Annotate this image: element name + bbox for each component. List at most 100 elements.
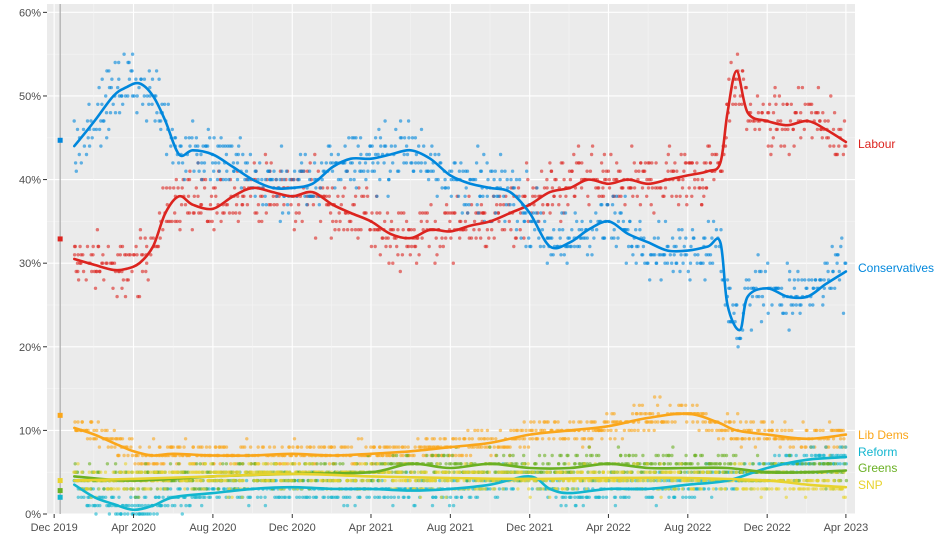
poll-point — [809, 445, 813, 449]
poll-point — [727, 77, 731, 81]
poll-point — [570, 487, 575, 491]
poll-point — [184, 169, 188, 173]
poll-point — [150, 77, 155, 81]
poll-point — [704, 186, 709, 190]
poll-point — [383, 495, 387, 499]
poll-point — [104, 94, 108, 98]
poll-point — [269, 203, 273, 207]
poll-point — [154, 470, 159, 474]
poll-point — [514, 236, 518, 240]
poll-point — [228, 487, 232, 491]
poll-point — [446, 186, 451, 190]
poll-point — [684, 236, 688, 240]
poll-point — [295, 445, 299, 449]
poll-point — [487, 236, 491, 240]
poll-point — [588, 244, 592, 249]
poll-point — [494, 211, 498, 215]
poll-point — [800, 462, 804, 466]
poll-point — [325, 186, 330, 190]
poll-point — [229, 462, 233, 466]
poll-point — [844, 144, 848, 148]
poll-point — [372, 169, 377, 173]
poll-point — [261, 203, 265, 207]
poll-point — [644, 478, 648, 483]
poll-point — [414, 261, 419, 265]
poll-point — [643, 161, 648, 165]
poll-point — [542, 244, 546, 249]
poll-point — [571, 420, 576, 424]
poll-point — [813, 278, 818, 282]
poll-point — [409, 228, 413, 232]
poll-point — [122, 453, 126, 458]
election-result-marker — [57, 236, 63, 242]
poll-point — [835, 445, 840, 449]
poll-point — [440, 236, 444, 240]
poll-point — [386, 236, 390, 240]
poll-point — [792, 144, 796, 148]
poll-point — [498, 152, 503, 157]
poll-point — [641, 253, 645, 257]
poll-point — [117, 453, 121, 458]
poll-point — [508, 445, 512, 449]
poll-point — [339, 177, 343, 182]
poll-point — [523, 194, 527, 198]
poll-point — [92, 428, 96, 433]
poll-point — [799, 111, 803, 115]
poll-point — [685, 203, 689, 207]
poll-point — [602, 428, 606, 433]
poll-point — [464, 186, 468, 190]
poll-point — [75, 261, 80, 265]
poll-point — [721, 437, 725, 441]
poll-point — [614, 470, 618, 474]
poll-point — [780, 303, 784, 307]
poll-point — [678, 194, 682, 198]
poll-point — [509, 228, 513, 232]
poll-point — [609, 428, 613, 433]
poll-point — [354, 186, 358, 190]
poll-point — [252, 478, 257, 483]
poll-point — [163, 487, 167, 491]
poll-point — [149, 253, 153, 257]
poll-point — [558, 194, 562, 198]
poll-point — [401, 453, 405, 458]
poll-point — [379, 144, 383, 148]
poll-point — [214, 194, 218, 198]
poll-point — [601, 470, 606, 474]
poll-point — [492, 177, 496, 182]
poll-point — [800, 278, 804, 282]
poll-point — [180, 161, 185, 165]
poll-point — [569, 495, 573, 499]
poll-point — [505, 177, 509, 182]
poll-point — [139, 470, 144, 474]
poll-point — [194, 487, 198, 491]
poll-point — [708, 253, 713, 257]
poll-point — [365, 495, 369, 499]
poll-point — [155, 462, 160, 466]
poll-point — [838, 462, 842, 466]
poll-point — [679, 253, 683, 257]
poll-point — [752, 437, 756, 441]
poll-point — [661, 453, 665, 458]
poll-point — [732, 420, 736, 424]
poll-point — [744, 278, 748, 282]
poll-point — [684, 253, 689, 257]
poll-point — [804, 445, 808, 449]
poll-point — [378, 445, 382, 449]
poll-point — [745, 127, 749, 132]
poll-point — [579, 420, 583, 424]
poll-point — [711, 219, 716, 224]
poll-point — [200, 445, 204, 449]
poll-point — [533, 194, 537, 198]
poll-point — [564, 194, 568, 198]
poll-point — [838, 437, 843, 441]
poll-point — [431, 495, 435, 499]
poll-point — [148, 470, 152, 474]
poll-point — [107, 512, 112, 516]
poll-point — [356, 144, 360, 148]
poll-point — [105, 428, 109, 433]
poll-point — [811, 303, 815, 307]
poll-point — [777, 487, 781, 491]
poll-point — [353, 228, 358, 232]
poll-point — [537, 420, 542, 424]
